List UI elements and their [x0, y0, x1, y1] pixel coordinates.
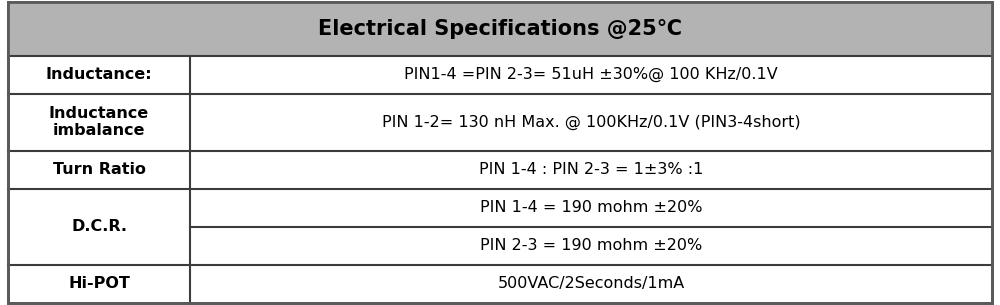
Text: PIN 1-4 = 190 mohm ±20%: PIN 1-4 = 190 mohm ±20% — [480, 200, 702, 215]
Text: Inductance
imbalance: Inductance imbalance — [49, 106, 149, 138]
Text: D.C.R.: D.C.R. — [71, 219, 127, 234]
Bar — [8, 2, 992, 56]
Text: PIN1-4 =PIN 2-3= 51uH ±30%@ 100 KHz/0.1V: PIN1-4 =PIN 2-3= 51uH ±30%@ 100 KHz/0.1V — [404, 67, 778, 82]
Text: Hi-POT: Hi-POT — [68, 276, 130, 291]
Text: Electrical Specifications @25℃: Electrical Specifications @25℃ — [318, 19, 682, 39]
Text: Inductance:: Inductance: — [46, 67, 152, 82]
Text: PIN 2-3 = 190 mohm ±20%: PIN 2-3 = 190 mohm ±20% — [480, 238, 702, 253]
Text: 500VAC/2Seconds/1mA: 500VAC/2Seconds/1mA — [497, 276, 685, 291]
Text: Turn Ratio: Turn Ratio — [53, 162, 146, 177]
Text: PIN 1-2= 130 nH Max. @ 100KHz/0.1V (PIN3-4short): PIN 1-2= 130 nH Max. @ 100KHz/0.1V (PIN3… — [382, 114, 800, 130]
Text: PIN 1-4 : PIN 2-3 = 1±3% :1: PIN 1-4 : PIN 2-3 = 1±3% :1 — [479, 162, 703, 177]
